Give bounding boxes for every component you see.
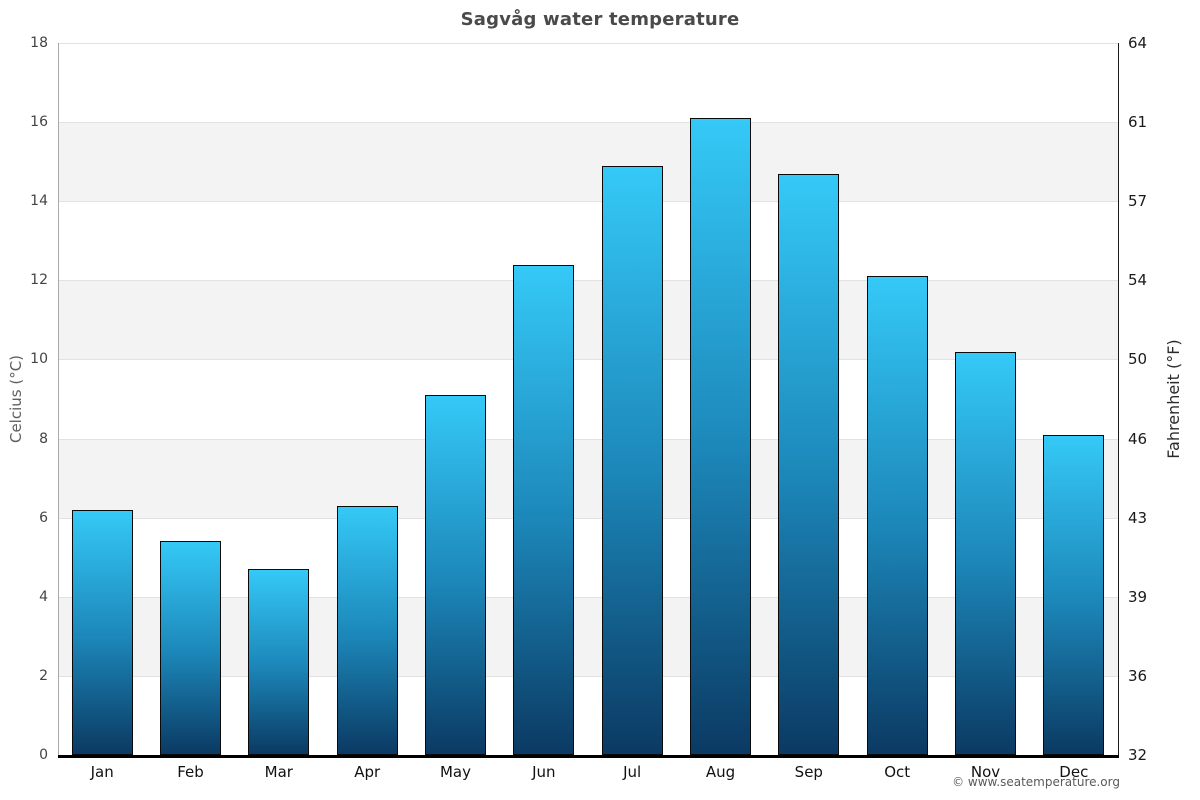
copyright-text: © www.seatemperature.org <box>952 775 1120 789</box>
bar-sep <box>778 174 839 755</box>
y-tick-right-39: 39 <box>1128 587 1148 606</box>
y-tick-right-50: 50 <box>1128 350 1148 369</box>
plot-band <box>58 359 1118 439</box>
x-label-jun: Jun <box>532 763 556 781</box>
x-label-oct: Oct <box>884 763 911 781</box>
plot-band <box>58 596 1118 676</box>
y-tick-left-10: 10 <box>30 351 48 368</box>
y-tick-left-16: 16 <box>30 114 48 131</box>
x-label-mar: Mar <box>264 763 293 781</box>
y-tick-right-61: 61 <box>1128 113 1148 132</box>
y-tick-right-64: 64 <box>1128 34 1148 52</box>
bar-nov <box>955 352 1016 755</box>
bar-jan <box>72 510 133 755</box>
gridline-14 <box>58 201 1118 202</box>
bar-dec <box>1043 435 1104 755</box>
gridline-18 <box>58 43 1118 44</box>
gridline-8 <box>58 439 1118 440</box>
y-axis-line-left <box>58 43 59 755</box>
y-tick-left-8: 8 <box>39 430 48 447</box>
plot-band <box>58 43 1118 123</box>
plot-band <box>58 122 1118 202</box>
gridline-10 <box>58 359 1118 360</box>
x-label-feb: Feb <box>177 763 204 781</box>
gridline-4 <box>58 597 1118 598</box>
bar-oct <box>867 276 928 755</box>
gridline-2 <box>58 676 1118 677</box>
y-tick-right-46: 46 <box>1128 429 1148 448</box>
bar-apr <box>337 506 398 755</box>
y-tick-right-43: 43 <box>1128 508 1148 527</box>
plot-area <box>58 43 1118 755</box>
plot-band <box>58 517 1118 597</box>
y-tick-left-12: 12 <box>30 272 48 289</box>
bar-may <box>425 395 486 755</box>
y-tick-left-4: 4 <box>39 588 48 605</box>
plot-band <box>58 675 1118 755</box>
y-axis-line-right <box>1118 43 1119 755</box>
x-label-dec: Dec <box>1059 763 1089 781</box>
y-tick-right-57: 57 <box>1128 192 1148 211</box>
gridline-12 <box>58 280 1118 281</box>
chart-title: Sagvåg water temperature <box>460 9 740 30</box>
y-tick-right-32: 32 <box>1128 746 1148 764</box>
y-tick-right-54: 54 <box>1128 271 1148 290</box>
bar-mar <box>248 569 309 755</box>
plot-band <box>58 201 1118 281</box>
x-axis-line <box>58 755 1119 758</box>
plot-band <box>58 280 1118 360</box>
x-label-jan: Jan <box>90 763 114 781</box>
x-label-apr: Apr <box>354 763 381 781</box>
bar-jul <box>602 166 663 755</box>
y-tick-left-18: 18 <box>30 35 48 51</box>
y-tick-right-36: 36 <box>1128 666 1148 685</box>
y-tick-left-6: 6 <box>39 509 48 526</box>
x-label-nov: Nov <box>970 763 1001 781</box>
x-label-sep: Sep <box>794 763 823 781</box>
gridline-16 <box>58 122 1118 123</box>
y-tick-left-0: 0 <box>39 747 48 763</box>
y-tick-left-2: 2 <box>39 667 48 684</box>
x-label-jul: Jul <box>623 763 642 781</box>
x-label-may: May <box>439 763 471 781</box>
plot-band <box>58 438 1118 518</box>
bar-aug <box>690 118 751 755</box>
y-tick-left-14: 14 <box>30 193 48 210</box>
gridline-6 <box>58 518 1118 519</box>
y-axis-label-fahrenheit: Fahrenheit (°F) <box>1164 339 1183 459</box>
y-axis-label-celsius: Celcius (°C) <box>7 354 25 444</box>
x-label-aug: Aug <box>705 763 736 781</box>
bar-feb <box>160 541 221 755</box>
bar-jun <box>513 265 574 755</box>
